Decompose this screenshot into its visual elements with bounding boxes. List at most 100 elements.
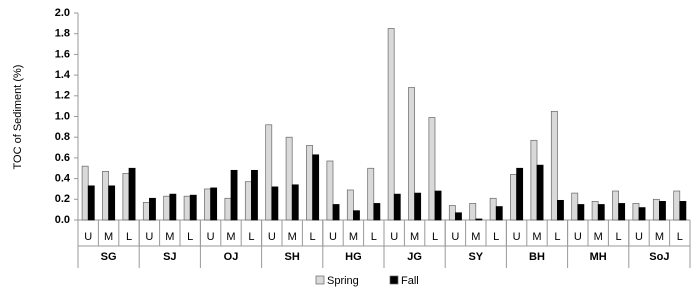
bar — [387, 28, 395, 221]
group-label: MH — [590, 251, 607, 263]
bar — [81, 165, 89, 221]
bar — [87, 185, 95, 221]
bar — [291, 184, 299, 221]
y-tick-label: 1.2 — [55, 90, 70, 102]
bar — [536, 164, 544, 221]
bar — [408, 87, 415, 221]
bar — [128, 167, 136, 221]
x-tick-label: L — [187, 231, 193, 243]
bar — [673, 190, 681, 221]
bar — [122, 173, 130, 221]
bar — [550, 110, 558, 221]
y-tick-label: 0.6 — [55, 152, 70, 164]
x-tick-label: M — [594, 231, 603, 243]
group-label: HG — [345, 251, 362, 263]
bar — [224, 197, 232, 221]
bar — [632, 203, 640, 221]
bar — [169, 193, 177, 221]
bar — [204, 188, 211, 221]
x-tick-label: L — [126, 231, 132, 243]
bar — [332, 204, 340, 221]
bar — [102, 171, 109, 221]
bar — [455, 212, 462, 221]
bar — [230, 169, 238, 221]
group-label: SoJ — [649, 251, 669, 263]
bar — [414, 192, 422, 221]
bar — [326, 160, 334, 221]
y-tick-label: 0.2 — [55, 193, 70, 205]
bar — [367, 167, 375, 221]
bar — [210, 187, 218, 221]
legend-swatch — [389, 275, 399, 285]
bar — [271, 186, 279, 221]
bar — [475, 218, 483, 221]
bar — [163, 195, 171, 221]
y-tick-label: 0.4 — [55, 173, 71, 185]
bar — [428, 117, 436, 221]
bar — [353, 210, 360, 221]
bar — [659, 201, 666, 221]
x-tick-label: U — [329, 231, 337, 243]
x-tick-label: M — [165, 231, 174, 243]
x-tick-label: U — [451, 231, 459, 243]
bar — [495, 206, 503, 221]
bar — [489, 197, 497, 221]
y-tick-label: 1.8 — [55, 28, 70, 40]
bar — [373, 203, 381, 221]
x-tick-label: U — [145, 231, 153, 243]
x-tick-label: U — [635, 231, 643, 243]
x-tick-label: M — [655, 231, 664, 243]
bar — [189, 194, 197, 221]
y-tick-label: 0.0 — [55, 214, 70, 226]
y-tick-label: 1.4 — [55, 69, 71, 81]
bar — [516, 167, 524, 221]
bar — [393, 193, 401, 221]
legend-swatch — [315, 275, 325, 285]
bar — [577, 204, 585, 221]
bar — [183, 195, 191, 221]
bar — [244, 181, 252, 221]
y-tick-label: 0.8 — [55, 131, 70, 143]
bar — [597, 204, 605, 221]
bar — [346, 189, 354, 221]
bar — [638, 207, 646, 221]
y-axis-label: TOC of Sediment (%) — [12, 65, 24, 170]
x-tick-label: L — [616, 231, 622, 243]
x-tick-label: L — [310, 231, 316, 243]
bar — [571, 192, 579, 221]
legend-label: Spring — [327, 275, 359, 287]
bar — [434, 190, 442, 221]
x-tick-label: U — [207, 231, 215, 243]
group-label: SJ — [163, 251, 176, 263]
group-label: JG — [407, 251, 422, 263]
bar — [251, 169, 258, 221]
x-tick-label: L — [248, 231, 254, 243]
bar — [306, 145, 313, 221]
bar — [448, 205, 456, 221]
x-tick-label: U — [84, 231, 92, 243]
group-label: SG — [101, 251, 117, 263]
group-label: BH — [529, 251, 545, 263]
bar — [618, 203, 626, 221]
bar — [557, 199, 564, 221]
x-tick-label: M — [226, 231, 235, 243]
x-tick-label: U — [574, 231, 582, 243]
bar — [108, 185, 116, 221]
x-tick-label: L — [493, 231, 499, 243]
bar — [312, 154, 320, 221]
bar — [510, 174, 517, 221]
x-tick-label: U — [390, 231, 398, 243]
x-tick-label: L — [371, 231, 377, 243]
bar — [469, 203, 477, 221]
bar — [285, 136, 293, 221]
x-tick-label: M — [410, 231, 419, 243]
bar — [679, 201, 687, 221]
bar — [530, 139, 538, 221]
bar — [591, 201, 599, 221]
bar — [265, 124, 273, 221]
x-tick-label: M — [532, 231, 541, 243]
x-tick-label: M — [471, 231, 480, 243]
y-tick-label: 1.6 — [55, 48, 70, 60]
legend-label: Fall — [401, 275, 419, 287]
